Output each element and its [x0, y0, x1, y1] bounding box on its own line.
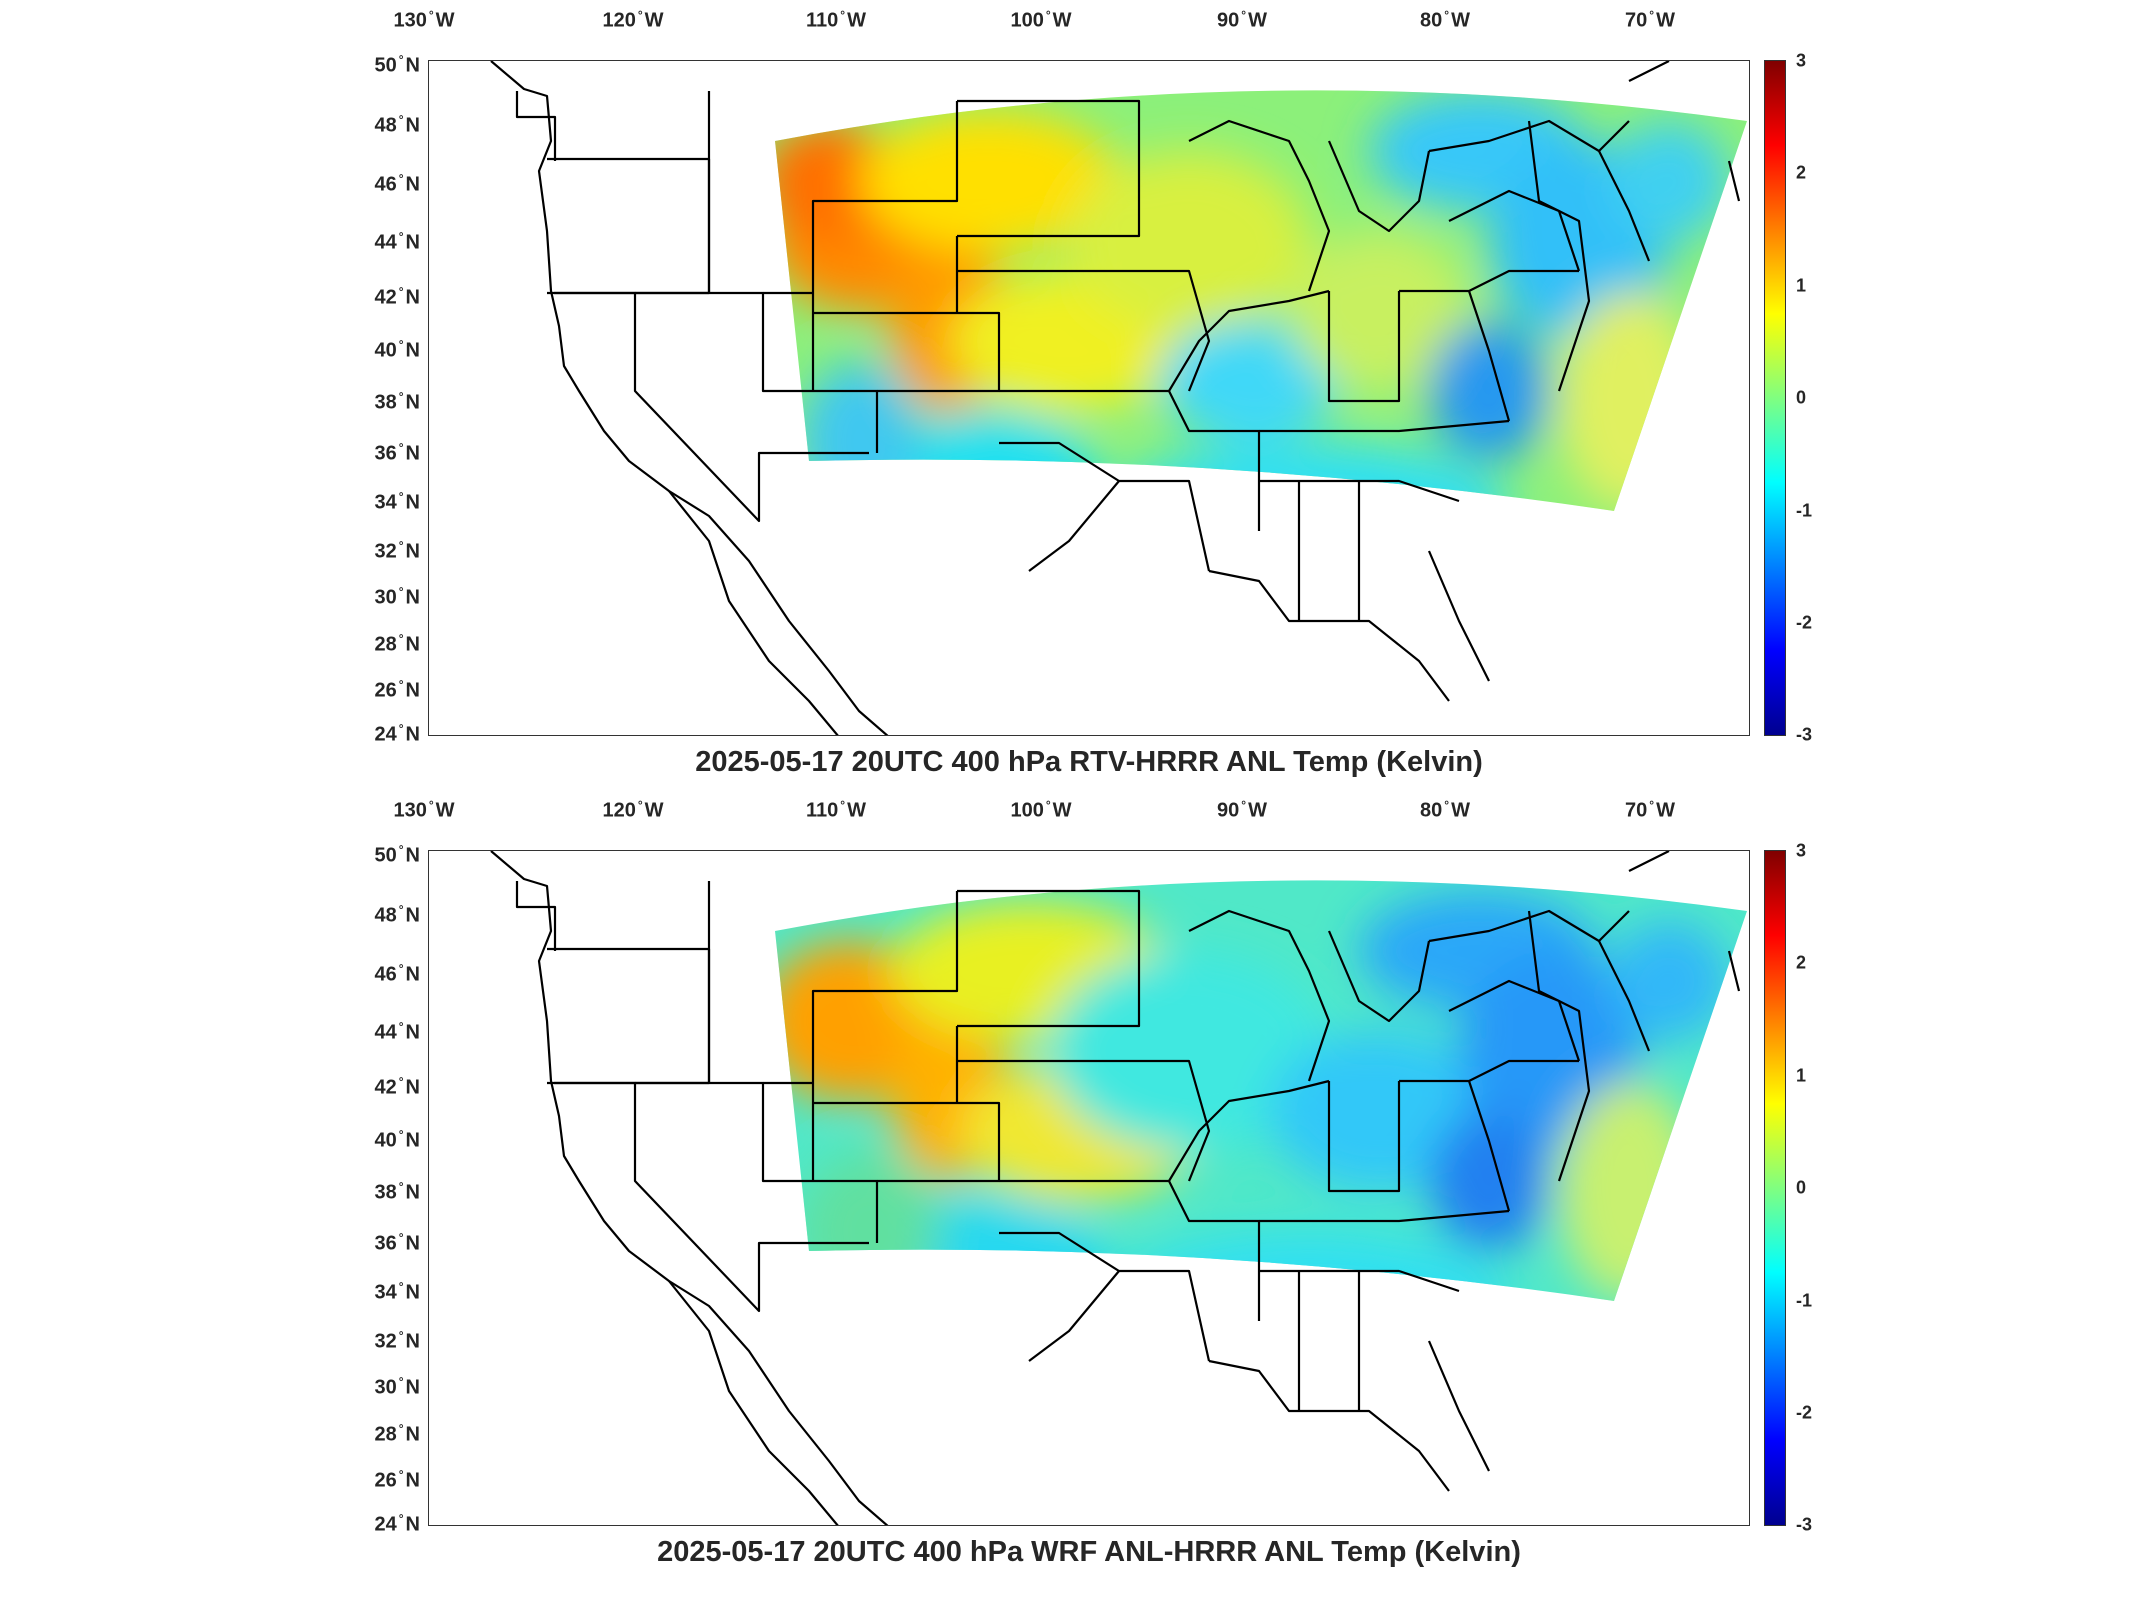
colorbar-tick: -3: [1796, 1514, 1813, 1535]
temperature-field: [775, 880, 1747, 1301]
lat-label: 32 ° N: [374, 1328, 420, 1353]
colorbar-tick: 3: [1796, 840, 1807, 861]
colorbar-tick: -3: [1796, 724, 1813, 745]
colorbar-tick: 2: [1796, 952, 1807, 973]
colorbar-tick: -1: [1796, 1290, 1813, 1311]
colorbar-tick: -2: [1796, 1402, 1813, 1423]
lat-label: 46 ° N: [374, 961, 420, 986]
lat-label: 34 ° N: [374, 1279, 420, 1304]
lon-label: 110 ° W: [806, 8, 866, 32]
lon-label: 130 ° W: [393, 8, 455, 32]
state-boundaries: [490, 851, 1741, 1525]
lat-label: 38 ° N: [374, 1179, 420, 1204]
temperature-map-area: [428, 850, 1750, 1526]
lat-label: 24 ° N: [374, 1511, 420, 1536]
map-panel-bottom: 130 ° W 120 ° W 110 ° W 100 ° W 90 ° W 80 ° W 70 ° W 5…: [0, 790, 2133, 1580]
lat-label: 46 ° N: [374, 171, 420, 196]
lat-label: 32 ° N: [374, 538, 420, 563]
lat-label: 38 ° N: [374, 389, 420, 414]
colorbar-tick: 1: [1796, 275, 1807, 296]
colorbar: [1764, 850, 1786, 1526]
lon-label: 80 ° W: [1420, 798, 1470, 822]
lat-label: 26 ° N: [374, 677, 420, 702]
lat-label: 50 ° N: [374, 842, 420, 867]
lat-label: 40 ° N: [374, 337, 420, 362]
lat-label: 42 ° N: [374, 1074, 420, 1099]
colorbar-tick: -1: [1796, 500, 1813, 521]
lat-label: 28 ° N: [374, 1421, 420, 1446]
lat-label: 36 ° N: [374, 1230, 420, 1255]
lat-label: 30 ° N: [374, 1374, 420, 1399]
colorbar-tick: 1: [1796, 1065, 1807, 1086]
lat-label: 36 ° N: [374, 440, 420, 465]
lon-label: 120 ° W: [602, 8, 664, 32]
lat-label: 42 ° N: [374, 284, 420, 309]
lat-label: 34 ° N: [374, 489, 420, 514]
map-title: 2025-05-17 20UTC 400 hPa WRF ANL-HRRR AN…: [657, 1536, 1521, 1568]
lat-label: 48 ° N: [374, 112, 420, 137]
colorbar-tick: 2: [1796, 162, 1807, 183]
lat-label: 30 ° N: [374, 584, 420, 609]
colorbar: [1764, 60, 1786, 736]
lat-label: 44 ° N: [374, 229, 420, 254]
lon-label: 70 ° W: [1625, 798, 1675, 822]
lat-label: 50 ° N: [374, 52, 420, 77]
map-panel-top: 130 ° W 120 ° W 110 ° W 100 ° W 90 ° W 80 ° W 70 ° W 5…: [0, 0, 2133, 790]
lon-label: 120 ° W: [602, 798, 664, 822]
colorbar-tick: -2: [1796, 612, 1813, 633]
lat-label: 44 ° N: [374, 1019, 420, 1044]
lon-label: 90 ° W: [1217, 798, 1267, 822]
lat-label: 28 ° N: [374, 631, 420, 656]
map-title: 2025-05-17 20UTC 400 hPa RTV-HRRR ANL Te…: [695, 746, 1483, 778]
lon-label: 100 ° W: [1010, 798, 1072, 822]
lat-label: 40 ° N: [374, 1127, 420, 1152]
lon-label: 100 ° W: [1010, 8, 1072, 32]
lon-label: 80 ° W: [1420, 8, 1470, 32]
state-boundaries: [490, 61, 1741, 735]
temperature-map-area: [428, 60, 1750, 736]
lon-label: 130 ° W: [393, 798, 455, 822]
lon-label: 70 ° W: [1625, 8, 1675, 32]
lat-label: 24 ° N: [374, 721, 420, 746]
lat-label: 48 ° N: [374, 902, 420, 927]
lon-label: 110 ° W: [806, 798, 866, 822]
temperature-field: [775, 90, 1747, 511]
lat-label: 26 ° N: [374, 1467, 420, 1492]
colorbar-tick: 0: [1796, 1177, 1807, 1198]
lon-label: 90 ° W: [1217, 8, 1267, 32]
colorbar-tick: 0: [1796, 387, 1807, 408]
colorbar-tick: 3: [1796, 50, 1807, 71]
